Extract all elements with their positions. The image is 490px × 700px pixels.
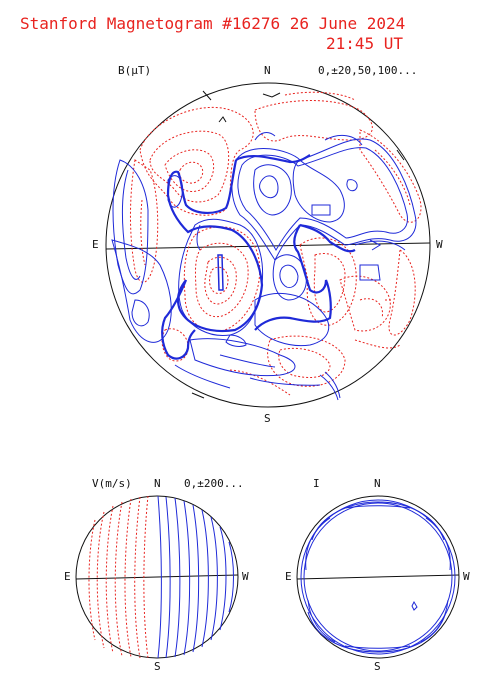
intensity-west-label: W xyxy=(463,570,470,583)
magnetogram-title: Stanford Magnetogram #16276 26 June 2024 xyxy=(20,14,406,33)
neutral-line xyxy=(161,154,356,360)
velocity-positive-contours xyxy=(157,495,234,659)
magnetogram-equator xyxy=(105,242,431,250)
velocity-south-label: S xyxy=(154,660,161,673)
intensity-quantity-label: I xyxy=(313,477,320,490)
velocity-levels-label: 0,±200... xyxy=(184,477,244,490)
west-limb-tick xyxy=(396,149,405,161)
velocity-disk xyxy=(75,495,239,659)
velocity-negative-contours xyxy=(88,495,149,659)
velocity-quantity-label: V(m/s) xyxy=(92,477,132,490)
intensity-east-label: E xyxy=(285,570,292,583)
magnetogram-west-label: W xyxy=(436,238,443,251)
velocity-east-label: E xyxy=(64,570,71,583)
magnetogram-north-label: N xyxy=(264,64,271,77)
south-pole-tick xyxy=(191,392,205,399)
magnetogram-quantity-label: B(μT) xyxy=(118,64,152,77)
intensity-north-label: N xyxy=(374,477,381,490)
velocity-north-label: N xyxy=(154,477,161,490)
intensity-limb-contours xyxy=(300,499,456,655)
observation-time: 21:45 UT xyxy=(326,34,404,53)
intensity-south-label: S xyxy=(374,660,381,673)
magnetogram-east-label: E xyxy=(92,238,99,251)
magnetogram-south-label: S xyxy=(264,412,271,425)
intensity-equator xyxy=(296,574,460,580)
magnetogram-levels-label: 0,±20,50,100... xyxy=(318,64,418,77)
magnetogram-disk xyxy=(105,82,431,408)
north-pole-tick xyxy=(202,90,212,101)
intensity-disk xyxy=(296,495,460,659)
velocity-west-label: W xyxy=(242,570,249,583)
velocity-equator xyxy=(75,574,239,580)
positive-polarity-contours xyxy=(111,132,417,401)
